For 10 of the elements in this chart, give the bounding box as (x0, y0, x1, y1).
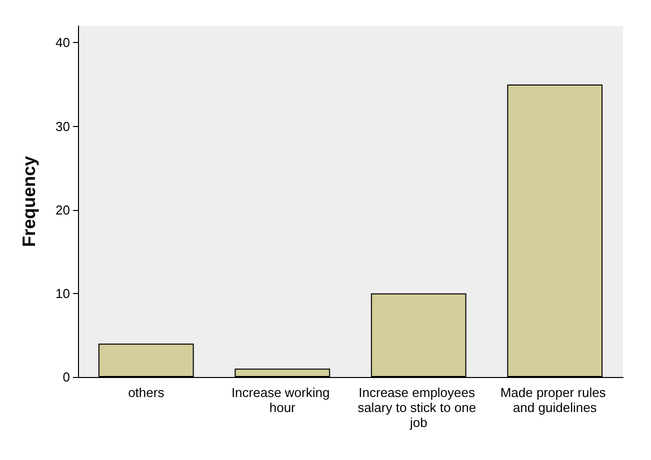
y-tick-label: 30 (56, 118, 70, 134)
y-tick-label: 10 (56, 286, 70, 301)
x-tick-label: Made proper rules and guidelines (500, 385, 610, 415)
y-tick-label: 20 (56, 202, 70, 218)
y-tick-label: 0 (62, 370, 70, 384)
y-axis-title: Frequency (19, 156, 39, 248)
y-tick-label: 40 (56, 35, 70, 50)
x-tick-label: Increase employees salary to stick to one job (358, 385, 480, 430)
x-tick-label: others (128, 385, 165, 400)
x-tick-label: Increase working hour (231, 385, 334, 415)
